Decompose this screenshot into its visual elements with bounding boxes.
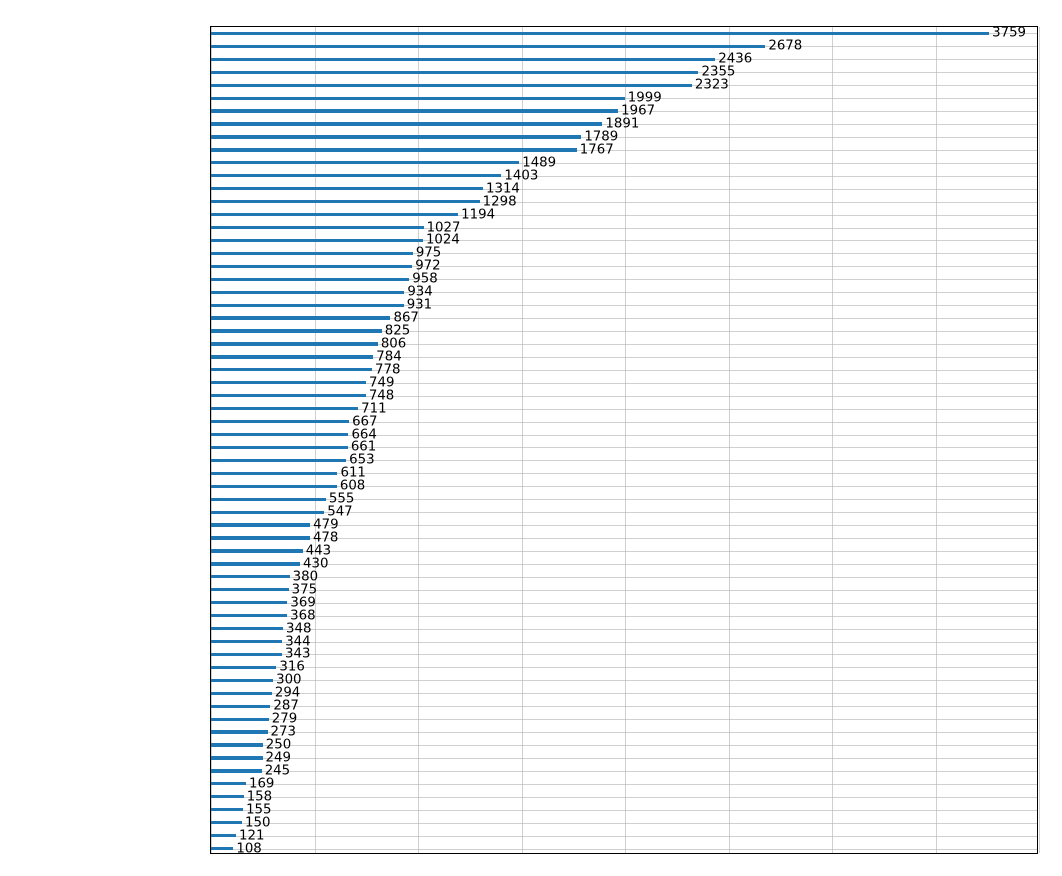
bar xyxy=(211,575,290,578)
bar xyxy=(211,743,263,746)
bar xyxy=(211,109,618,112)
y-gridline xyxy=(211,797,1037,798)
y-gridline xyxy=(211,551,1037,552)
bar xyxy=(211,122,602,125)
bar xyxy=(211,536,310,539)
bar xyxy=(211,97,625,100)
bar xyxy=(211,601,287,604)
bar xyxy=(211,627,283,630)
y-gridline xyxy=(211,823,1037,824)
bar xyxy=(211,174,501,177)
y-gridline xyxy=(211,836,1037,837)
bar xyxy=(211,342,378,345)
bar xyxy=(211,549,303,552)
bar xyxy=(211,45,765,48)
bar-value-label: 2678 xyxy=(768,40,802,53)
bar xyxy=(211,200,480,203)
bar xyxy=(211,679,273,682)
bar xyxy=(211,821,242,824)
bar xyxy=(211,187,483,190)
bar xyxy=(211,265,412,268)
bar xyxy=(211,498,326,501)
y-gridline xyxy=(211,654,1037,655)
y-gridline xyxy=(211,810,1037,811)
bar xyxy=(211,252,413,255)
bar xyxy=(211,485,337,488)
bar xyxy=(211,511,324,514)
y-gridline xyxy=(211,732,1037,733)
y-gridline xyxy=(211,758,1037,759)
x-gridline xyxy=(1039,27,1040,853)
bar xyxy=(211,407,358,410)
bar xyxy=(211,381,366,384)
bar xyxy=(211,213,458,216)
bar-value-label: 108 xyxy=(236,842,261,855)
y-gridline xyxy=(211,616,1037,617)
bar xyxy=(211,291,404,294)
bar xyxy=(211,329,382,332)
bar xyxy=(211,304,404,307)
y-gridline xyxy=(211,849,1037,850)
bar xyxy=(211,368,372,371)
y-gridline xyxy=(211,577,1037,578)
bar xyxy=(211,459,346,462)
y-gridline xyxy=(211,745,1037,746)
bar xyxy=(211,588,289,591)
bar xyxy=(211,226,424,229)
y-gridline xyxy=(211,590,1037,591)
bar xyxy=(211,161,519,164)
bar xyxy=(211,71,698,74)
bar xyxy=(211,614,287,617)
bar xyxy=(211,756,263,759)
bar-value-label: 3759 xyxy=(992,27,1026,40)
bar xyxy=(211,135,581,138)
bar xyxy=(211,562,300,565)
y-gridline xyxy=(211,642,1037,643)
bar xyxy=(211,523,310,526)
y-gridline xyxy=(211,629,1037,630)
bar-value-label: 1767 xyxy=(580,143,614,156)
bar xyxy=(211,355,373,358)
bar xyxy=(211,446,348,449)
y-gridline xyxy=(211,693,1037,694)
y-gridline xyxy=(211,564,1037,565)
bar xyxy=(211,394,366,397)
bar xyxy=(211,58,715,61)
bar xyxy=(211,718,269,721)
y-gridline xyxy=(211,719,1037,720)
bar xyxy=(211,84,692,87)
bar xyxy=(211,433,348,436)
bar xyxy=(211,834,236,837)
bar xyxy=(211,420,349,423)
bar xyxy=(211,148,577,151)
bar-value-label: 2323 xyxy=(695,79,729,92)
bar xyxy=(211,847,233,850)
plot-area: 3759267824362355232319991967189117891767… xyxy=(210,26,1038,854)
bar xyxy=(211,782,246,785)
bar xyxy=(211,666,276,669)
bar xyxy=(211,730,268,733)
chart-container: 3759267824362355232319991967189117891767… xyxy=(0,0,1062,876)
bar-value-label: 1194 xyxy=(461,208,495,221)
y-gridline xyxy=(211,667,1037,668)
bar xyxy=(211,705,270,708)
bar xyxy=(211,239,423,242)
y-gridline xyxy=(211,680,1037,681)
y-gridline xyxy=(211,706,1037,707)
bar xyxy=(211,769,262,772)
bar xyxy=(211,472,337,475)
bar xyxy=(211,32,989,35)
bar xyxy=(211,278,409,281)
bar xyxy=(211,808,243,811)
bar xyxy=(211,316,390,319)
y-gridline xyxy=(211,784,1037,785)
bar xyxy=(211,795,244,798)
y-gridline xyxy=(211,771,1037,772)
bar xyxy=(211,692,272,695)
y-gridline xyxy=(211,603,1037,604)
bar xyxy=(211,653,282,656)
bar xyxy=(211,640,282,643)
